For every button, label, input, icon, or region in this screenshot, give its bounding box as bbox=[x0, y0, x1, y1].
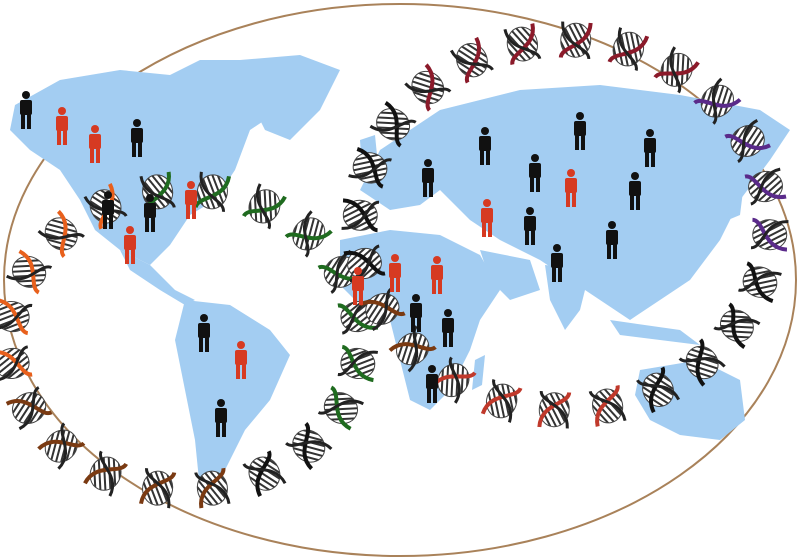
person-icon bbox=[144, 194, 156, 232]
continents bbox=[10, 55, 790, 500]
dna-segment bbox=[738, 261, 782, 303]
dna-segment bbox=[449, 36, 494, 84]
land-indonesia bbox=[610, 320, 700, 345]
land-south-america bbox=[175, 300, 290, 500]
dna-segment bbox=[193, 171, 231, 213]
dna-segment bbox=[388, 325, 437, 373]
person-icon bbox=[565, 169, 577, 207]
person-icon bbox=[215, 399, 227, 437]
person-icon bbox=[426, 365, 438, 403]
person-icon bbox=[442, 309, 454, 347]
dna-segment bbox=[83, 450, 128, 497]
dna-segment bbox=[588, 385, 627, 427]
dna-segment bbox=[359, 287, 406, 331]
land-japan bbox=[728, 175, 745, 220]
dna-segment bbox=[341, 198, 380, 233]
dna-segment bbox=[537, 390, 572, 429]
land-arabia bbox=[480, 250, 540, 300]
person-icon bbox=[529, 154, 541, 192]
dna-helix-icon bbox=[0, 21, 789, 509]
dna-segment bbox=[369, 101, 417, 148]
person-icon bbox=[198, 314, 210, 352]
dna-segment bbox=[653, 46, 700, 94]
person-icon bbox=[89, 125, 101, 163]
dna-segment bbox=[5, 386, 53, 431]
dna-segment bbox=[242, 183, 287, 230]
land-asia bbox=[440, 85, 790, 320]
person-icon bbox=[574, 112, 586, 150]
dna-segment bbox=[6, 249, 53, 295]
person-icon bbox=[644, 129, 656, 167]
dna-segment bbox=[558, 21, 593, 60]
dna-segment bbox=[724, 119, 771, 163]
people-group bbox=[20, 91, 656, 437]
person-icon bbox=[102, 191, 114, 229]
dna-segment bbox=[607, 27, 650, 71]
person-icon bbox=[352, 267, 364, 305]
person-icon bbox=[524, 207, 536, 245]
person-icon bbox=[124, 226, 136, 264]
dna-segment bbox=[194, 467, 231, 509]
dna-segment bbox=[337, 344, 379, 383]
dna-segment bbox=[37, 209, 85, 258]
person-icon bbox=[479, 127, 491, 165]
land-india bbox=[545, 265, 590, 330]
person-icon bbox=[410, 294, 422, 332]
person-icon bbox=[431, 256, 443, 294]
person-icon bbox=[20, 91, 32, 129]
land-central-america bbox=[120, 250, 195, 305]
land-madagascar bbox=[472, 355, 485, 390]
person-icon bbox=[606, 221, 618, 259]
dna-segment bbox=[750, 217, 789, 252]
dna-segment bbox=[744, 167, 787, 206]
dna-segment bbox=[348, 147, 392, 189]
person-icon bbox=[389, 254, 401, 292]
dna-segment bbox=[404, 63, 452, 112]
dna-segment bbox=[678, 338, 726, 387]
dna-segment bbox=[503, 23, 542, 65]
dna-segment bbox=[284, 210, 333, 258]
person-icon bbox=[185, 181, 197, 219]
dna-segment bbox=[139, 467, 177, 509]
land-north-america bbox=[10, 60, 300, 265]
land-greenland bbox=[240, 55, 340, 140]
person-icon bbox=[551, 244, 563, 282]
dna-segment bbox=[480, 379, 523, 423]
dna-segment bbox=[285, 422, 333, 471]
dna-segment bbox=[0, 345, 33, 382]
person-icon bbox=[235, 341, 247, 379]
person-icon bbox=[56, 107, 68, 145]
dna-segment bbox=[636, 366, 681, 414]
dna-segment bbox=[317, 385, 364, 431]
dna-segment bbox=[693, 77, 742, 125]
dna-segment bbox=[37, 422, 86, 470]
person-icon bbox=[629, 172, 641, 210]
dna-segment bbox=[713, 302, 761, 349]
dna-segment bbox=[242, 450, 287, 497]
person-icon bbox=[131, 119, 143, 157]
person-icon bbox=[481, 199, 493, 237]
dna-segment bbox=[0, 297, 33, 336]
person-icon bbox=[422, 159, 434, 197]
